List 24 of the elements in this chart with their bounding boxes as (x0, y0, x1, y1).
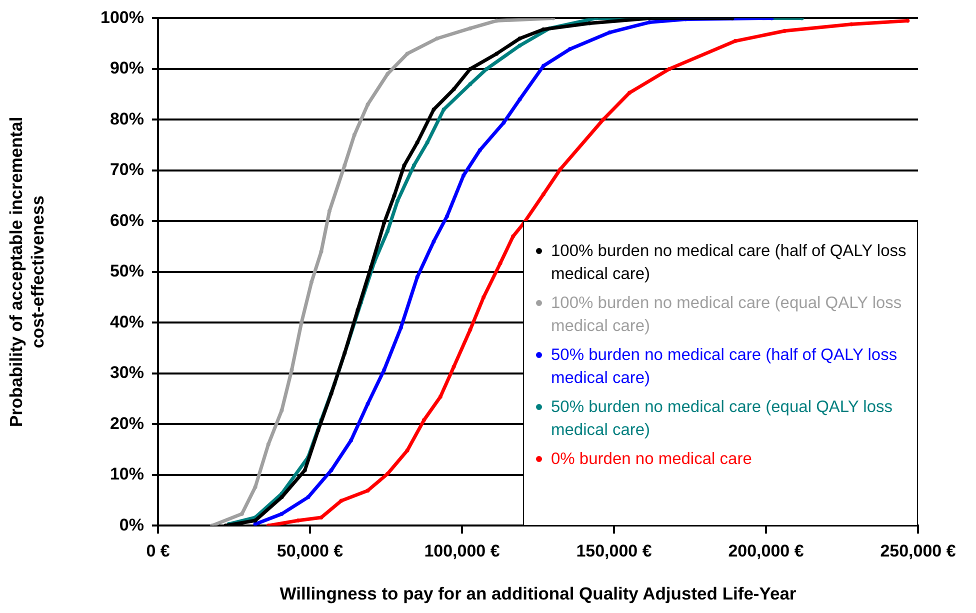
y-tick-label: 60% (110, 210, 144, 230)
y-tick-label: 80% (110, 109, 144, 128)
legend-label: 100% burden no medical care (equal QALY loss medical care) (551, 292, 903, 337)
y-axis-title: Probability of acceptable incremental cost-effectiveness (6, 116, 48, 428)
x-tick-label: 100,000 € (424, 541, 500, 560)
x-axis-title: Willingness to pay for an additional Quality Adjusted Life-Year (280, 583, 796, 604)
y-tick-label: 90% (110, 58, 144, 78)
y-tick-label: 10% (110, 464, 144, 484)
x-tick-label: 250,000 € (880, 541, 956, 560)
legend-label: 50% burden no medical care (half of QALY loss medical care) (551, 344, 898, 389)
x-tick-label: 50,000 € (276, 541, 344, 560)
y-tick-label: 70% (110, 160, 144, 180)
y-tick-label: 20% (110, 414, 144, 433)
y-tick-label: 30% (110, 363, 144, 382)
y-tick-label: 50% (110, 262, 144, 281)
x-tick-label: 0 € (146, 541, 170, 560)
y-tick-label: 0% (119, 515, 144, 534)
x-tick-label: 200,000 € (728, 541, 804, 560)
legend-label: 0% burden no medical care (551, 448, 752, 470)
y-tick-label: 100% (100, 8, 144, 27)
x-tick-label: 150,000 € (576, 541, 652, 560)
legend-label: 100% burden no medical care (half of QALY loss medical care) (551, 240, 908, 285)
legend-label: 50% burden no medical care (equal QALY loss medical care) (551, 396, 894, 441)
y-tick-label: 40% (110, 312, 144, 332)
